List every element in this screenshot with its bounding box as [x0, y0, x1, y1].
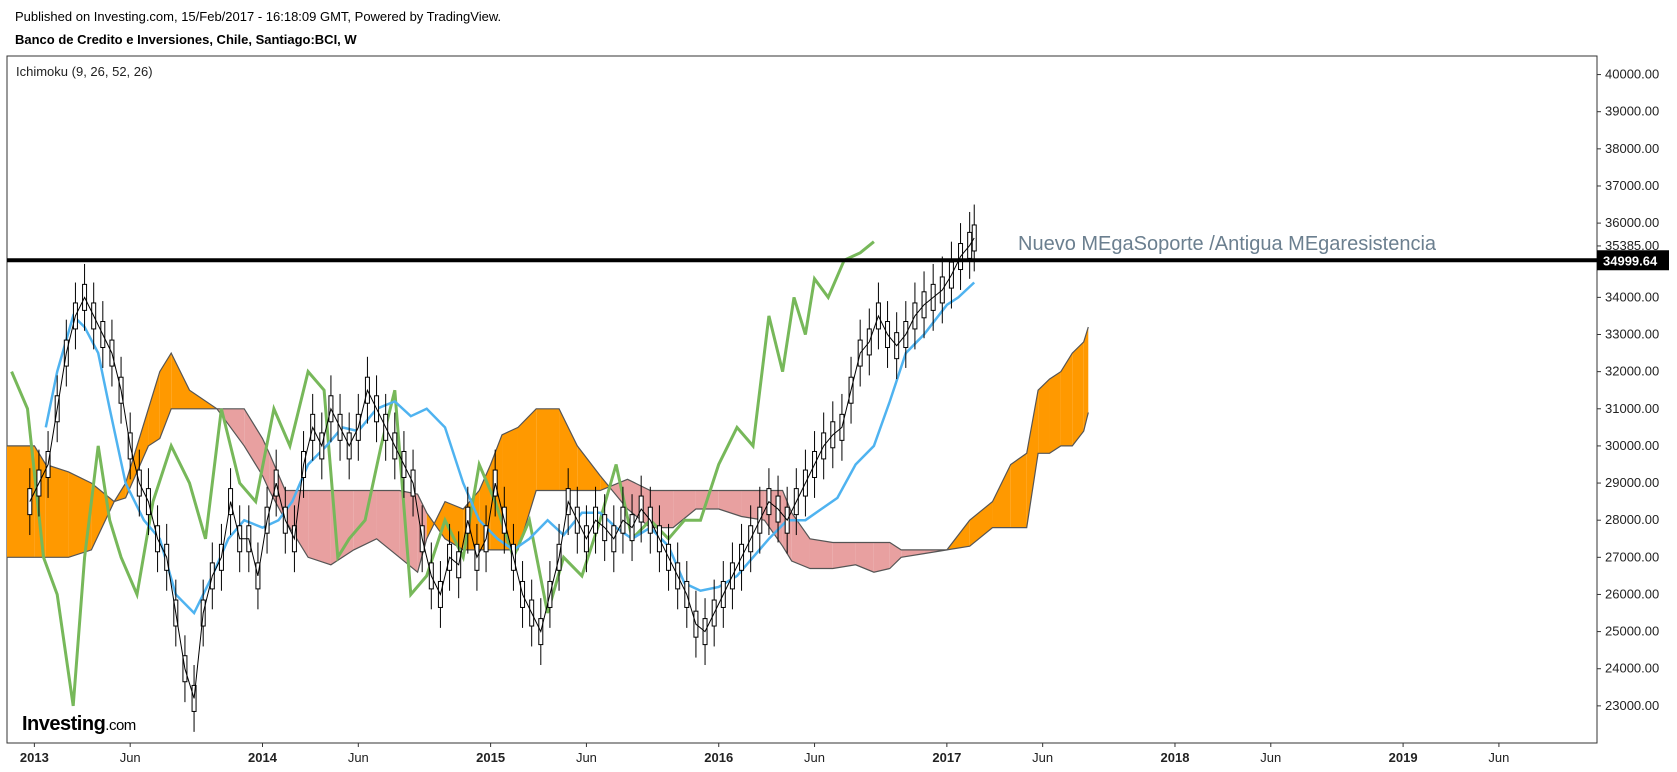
- price-candle: [27, 488, 33, 516]
- kumo-segment: [1049, 371, 1061, 454]
- kumo-segment: [873, 542, 890, 573]
- y-tick-label: 27000.00: [1605, 549, 1659, 564]
- kumo-segment: [517, 408, 537, 550]
- y-tick-label: 39000.00: [1605, 104, 1659, 119]
- kumo-segment: [1083, 327, 1089, 432]
- kumo-segment: [673, 490, 696, 528]
- kumo-segment: [159, 353, 172, 439]
- x-tick-label: 2016: [704, 750, 733, 765]
- logo-brand: Investing: [22, 713, 106, 735]
- kumo-segment: [91, 483, 115, 550]
- kumo-segment: [7, 445, 35, 558]
- kumo-segment: [809, 538, 833, 569]
- kumo-segment: [1038, 379, 1050, 454]
- time-axis[interactable]: 2013 Jun 2014 Jun 2015 Jun 2016 Jun 2017 Jun 2018 J…: [20, 743, 1509, 765]
- x-tick-label: 2017: [932, 750, 961, 765]
- kumo-segment: [559, 408, 578, 491]
- x-tick-label: 2013: [20, 750, 49, 765]
- kumo-segment: [536, 408, 560, 491]
- kumo-segment: [1072, 341, 1084, 446]
- y-tick-label: 23000.00: [1605, 698, 1659, 713]
- kumo-segment: [308, 490, 331, 565]
- kumo-segment: [125, 408, 149, 498]
- kumo-segment: [171, 353, 190, 409]
- kumo-segment: [68, 471, 92, 558]
- y-tick-label: 25000.00: [1605, 624, 1659, 639]
- y-tick-label: 33000.00: [1605, 327, 1659, 342]
- y-tick-label: 32000.00: [1605, 364, 1659, 379]
- x-tick-label: Jun: [1260, 750, 1281, 765]
- kumo-segment: [244, 408, 263, 476]
- kumo-segment: [577, 445, 601, 491]
- price-close-line: [29, 237, 975, 699]
- kumo-segment: [1026, 390, 1039, 528]
- last-price-label: 34999.64: [1603, 253, 1658, 268]
- kumo-segment: [45, 464, 69, 558]
- x-tick-label: Jun: [576, 750, 597, 765]
- last-price-badge: [1597, 250, 1669, 271]
- x-tick-label: 2019: [1389, 750, 1418, 765]
- kumo-segment: [992, 464, 1011, 528]
- y-tick-label: 29000.00: [1605, 475, 1659, 490]
- y-tick-label: 37000.00: [1605, 178, 1659, 193]
- published-note: Published on Investing.com, 15/Feb/2017 …: [15, 9, 502, 24]
- y-tick-label: 34000.00: [1605, 289, 1659, 304]
- y-tick-label: 36000.00: [1605, 215, 1659, 230]
- x-tick-label: Jun: [1488, 750, 1509, 765]
- y-tick-label: 24000.00: [1605, 661, 1659, 676]
- y-tick-label: 35385.00: [1605, 238, 1659, 253]
- indicator-label: Ichimoku (9, 26, 52, 26): [16, 64, 153, 79]
- kumo-segment: [148, 371, 160, 446]
- y-tick-label: 26000.00: [1605, 586, 1659, 601]
- logo-suffix: .com: [105, 717, 136, 734]
- kumo-segment: [1060, 353, 1073, 446]
- x-tick-label: Jun: [120, 750, 141, 765]
- kumo-segment: [901, 549, 925, 558]
- x-tick-label: 2015: [476, 750, 505, 765]
- senkou-span-b: [7, 408, 1089, 558]
- x-tick-label: Jun: [1032, 750, 1053, 765]
- investing-logo: Investing.com: [22, 713, 136, 736]
- price-candle: [971, 224, 977, 252]
- kumo-segment: [969, 501, 993, 547]
- x-tick-label: 2014: [248, 750, 278, 765]
- y-tick-label: 38000.00: [1605, 141, 1659, 156]
- annotation-text: Nuevo MEgaSoporte /Antigua MEgaresistenc…: [1018, 233, 1437, 255]
- kumo-segment: [650, 490, 674, 528]
- kumo-segment: [1010, 453, 1027, 528]
- y-tick-label: 28000.00: [1605, 512, 1659, 527]
- kumo-segment: [718, 490, 742, 517]
- x-tick-label: Jun: [804, 750, 825, 765]
- kumo-segment: [889, 542, 902, 569]
- price-axis[interactable]: 40000.00 39000.00 38000.00 37000.00 36000.00…: [1597, 67, 1669, 713]
- y-tick-label: 31000.00: [1605, 401, 1659, 416]
- tenkan-sen-line: [44, 281, 976, 616]
- x-tick-label: Jun: [348, 750, 369, 765]
- plot-frame: [6, 55, 1598, 744]
- symbol-title: Banco de Credito e Inversiones, Chile, S…: [15, 32, 357, 47]
- kumo-segment: [855, 542, 874, 573]
- chikou-span-line: [10, 240, 875, 707]
- y-tick-label: 40000.00: [1605, 67, 1659, 82]
- x-tick-label: 2018: [1161, 750, 1190, 765]
- kumo-segment: [376, 490, 400, 558]
- y-tick-label: 30000.00: [1605, 438, 1659, 453]
- kumo-segment: [832, 542, 856, 569]
- indicator-lines: [10, 204, 977, 732]
